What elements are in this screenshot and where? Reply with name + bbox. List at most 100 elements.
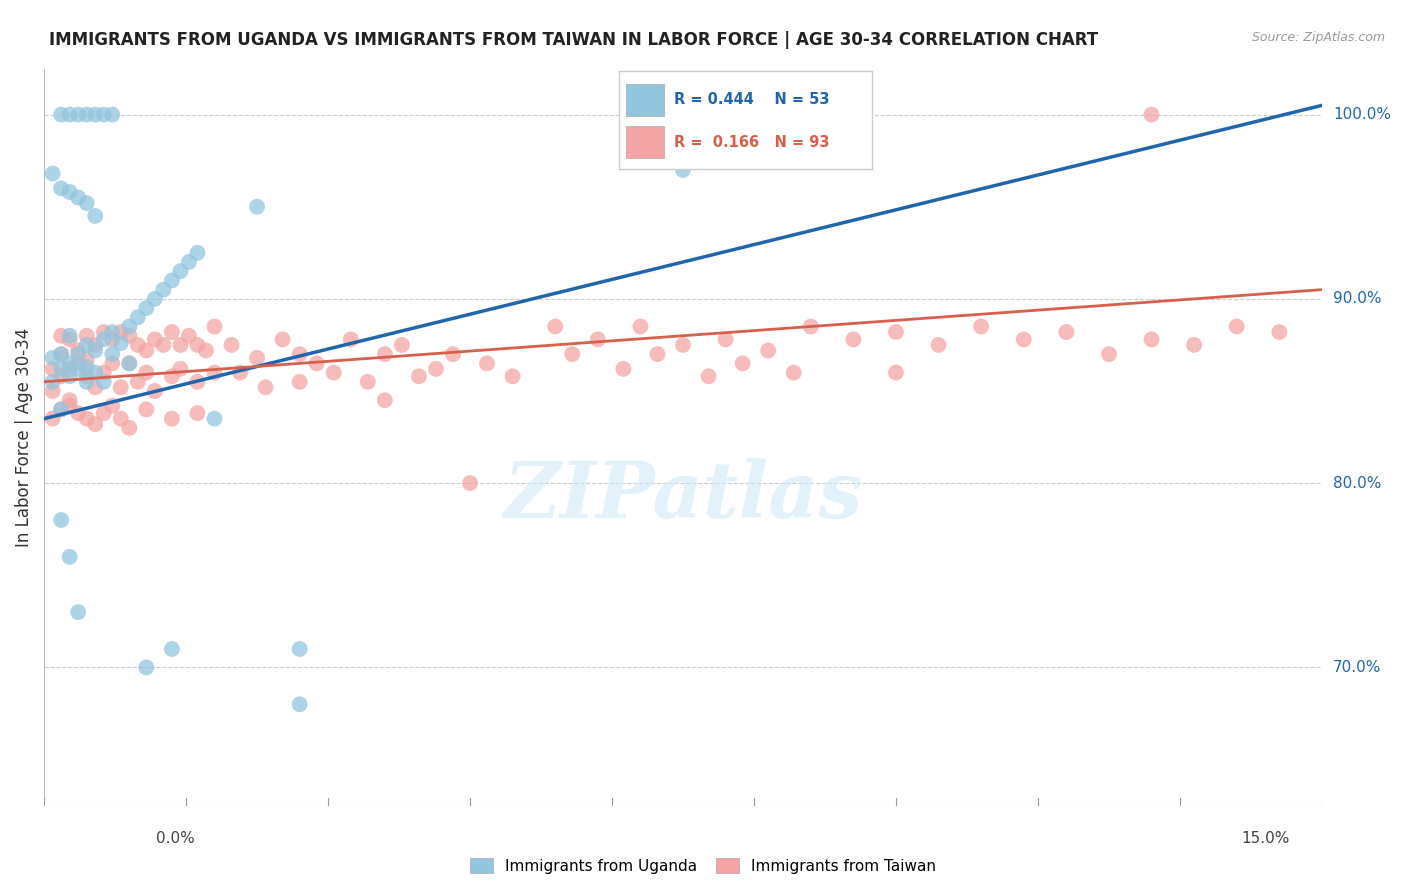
Text: ZIPatlas: ZIPatlas: [503, 458, 863, 534]
Point: [59, 369, 82, 384]
Point: [1140, 107, 1163, 121]
Point: [118, 356, 141, 370]
Point: [67, 107, 90, 121]
Point: [84, 107, 107, 121]
Point: [135, 402, 157, 417]
Point: [204, 366, 226, 380]
Point: [246, 200, 269, 214]
Point: [1140, 333, 1163, 347]
Point: [59, 333, 82, 347]
Point: [194, 343, 217, 358]
Point: [76, 359, 98, 374]
Point: [84, 209, 107, 223]
Bar: [626, 127, 664, 158]
Point: [374, 347, 396, 361]
Point: [49, 402, 72, 417]
Point: [672, 162, 695, 177]
Text: R =  0.166   N = 93: R = 0.166 N = 93: [675, 135, 830, 150]
Point: [101, 347, 124, 361]
Point: [143, 292, 166, 306]
Point: [928, 338, 950, 352]
Point: [177, 255, 200, 269]
Point: [169, 264, 191, 278]
Text: 0.0%: 0.0%: [156, 831, 195, 847]
Point: [1268, 325, 1291, 339]
Point: [143, 384, 166, 398]
Point: [110, 336, 132, 351]
Point: [884, 366, 907, 380]
Point: [49, 402, 72, 417]
Point: [842, 333, 865, 347]
Point: [101, 107, 124, 121]
Point: [1182, 338, 1205, 352]
Point: [41, 384, 63, 398]
Point: [118, 356, 141, 370]
Point: [67, 190, 90, 204]
Point: [160, 642, 183, 657]
Point: [59, 362, 82, 376]
Text: 80.0%: 80.0%: [1333, 475, 1381, 491]
Point: [672, 338, 695, 352]
Point: [101, 399, 124, 413]
Point: [408, 369, 430, 384]
Point: [339, 333, 361, 347]
Text: Source: ZipAtlas.com: Source: ZipAtlas.com: [1251, 31, 1385, 45]
Point: [186, 375, 208, 389]
Point: [41, 362, 63, 376]
Point: [49, 369, 72, 384]
Point: [76, 375, 98, 389]
Point: [67, 406, 90, 420]
Point: [41, 411, 63, 425]
Point: [169, 362, 191, 376]
Point: [1012, 333, 1035, 347]
Point: [59, 393, 82, 408]
Point: [135, 343, 157, 358]
Point: [84, 380, 107, 394]
Point: [49, 362, 72, 376]
Point: [204, 319, 226, 334]
Point: [76, 352, 98, 367]
Point: [76, 338, 98, 352]
Point: [59, 549, 82, 564]
Point: [59, 107, 82, 121]
Bar: [626, 84, 664, 116]
Point: [152, 338, 174, 352]
Point: [160, 325, 183, 339]
Point: [425, 362, 447, 376]
Point: [49, 107, 72, 121]
Point: [647, 347, 669, 361]
Legend: Immigrants from Uganda, Immigrants from Taiwan: Immigrants from Uganda, Immigrants from …: [464, 852, 942, 880]
Text: 100.0%: 100.0%: [1333, 107, 1391, 122]
Point: [118, 421, 141, 435]
Point: [1098, 347, 1121, 361]
Point: [49, 181, 72, 195]
Point: [628, 319, 651, 334]
Point: [59, 328, 82, 343]
Point: [41, 167, 63, 181]
Point: [169, 338, 191, 352]
Point: [186, 406, 208, 420]
Point: [288, 642, 311, 657]
Point: [246, 351, 269, 365]
Point: [186, 338, 208, 352]
Point: [93, 333, 115, 347]
Point: [76, 369, 98, 384]
Point: [67, 605, 90, 619]
Point: [127, 310, 149, 325]
Point: [475, 356, 498, 370]
Point: [101, 333, 124, 347]
Point: [93, 107, 115, 121]
Point: [76, 107, 98, 121]
Point: [186, 245, 208, 260]
Point: [93, 375, 115, 389]
Point: [41, 375, 63, 389]
Point: [374, 393, 396, 408]
Point: [59, 399, 82, 413]
Point: [135, 366, 157, 380]
Point: [322, 366, 344, 380]
Point: [502, 369, 524, 384]
Point: [544, 319, 567, 334]
Point: [67, 362, 90, 376]
Point: [177, 328, 200, 343]
Point: [458, 476, 481, 491]
